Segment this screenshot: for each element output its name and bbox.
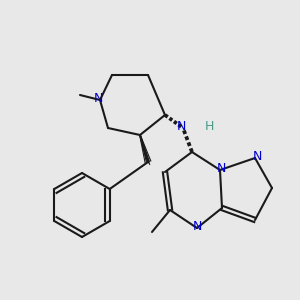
Text: N: N [252, 151, 262, 164]
Polygon shape [140, 135, 150, 165]
Text: N: N [216, 163, 226, 176]
Text: H: H [204, 121, 214, 134]
Text: N: N [93, 92, 103, 106]
Text: N: N [192, 220, 202, 233]
Text: N: N [176, 121, 186, 134]
